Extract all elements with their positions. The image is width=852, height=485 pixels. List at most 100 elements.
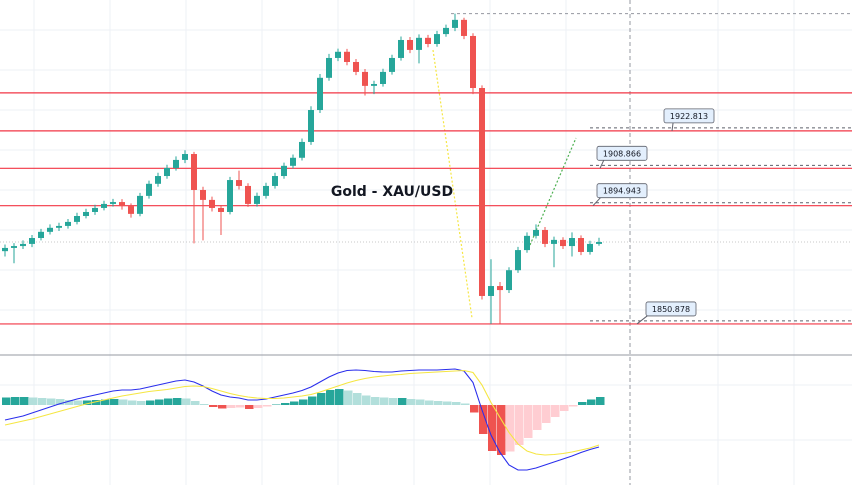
- histogram-bar: [407, 399, 416, 405]
- histogram-bar: [173, 398, 182, 405]
- candle-body: [200, 189, 206, 200]
- histogram-bar: [290, 401, 299, 405]
- candle-body: [155, 176, 161, 184]
- candle-body: [164, 167, 170, 177]
- histogram-bar: [434, 401, 443, 405]
- candle-body: [371, 83, 377, 86]
- histogram-bar: [524, 405, 533, 438]
- histogram-bar: [20, 397, 29, 405]
- level-label: 1908.866: [603, 149, 641, 158]
- candle-body: [335, 51, 341, 58]
- histogram-bar: [209, 405, 218, 407]
- candle-body: [434, 34, 440, 45]
- candle-body: [101, 203, 107, 208]
- candle-body: [524, 235, 530, 251]
- label-box: [663, 108, 715, 124]
- candle-body: [380, 71, 386, 84]
- candle-body: [416, 37, 422, 50]
- candle-body: [407, 39, 413, 50]
- histogram-bar: [254, 405, 263, 408]
- candle-body: [326, 57, 332, 78]
- candle-body: [560, 239, 566, 247]
- candle-body: [209, 199, 215, 208]
- histogram-bar: [443, 401, 452, 405]
- histogram-bar: [560, 405, 569, 411]
- candle-body: [11, 246, 17, 248]
- macd-line: [4, 368, 600, 471]
- histogram-bar: [533, 405, 542, 430]
- candle-body: [2, 247, 8, 252]
- histogram-bar: [497, 405, 506, 455]
- histogram-bar: [119, 399, 128, 405]
- candle-body: [227, 180, 233, 212]
- histogram-bar: [128, 400, 137, 405]
- candle-body: [137, 195, 143, 214]
- histogram-bar: [551, 405, 560, 417]
- candle-body: [308, 110, 314, 142]
- histogram-bar: [362, 395, 371, 405]
- histogram-bar: [11, 397, 20, 405]
- candle-body: [452, 19, 458, 28]
- candle-body: [506, 270, 512, 291]
- histogram-bar: [263, 405, 272, 407]
- histogram-bar: [137, 401, 146, 405]
- histogram-bar: [344, 390, 353, 405]
- candle-body: [461, 19, 467, 36]
- candle-body: [110, 202, 116, 204]
- candle-body: [542, 229, 548, 244]
- candle-body: [38, 231, 44, 239]
- histogram-bar: [65, 400, 74, 405]
- candle-body: [263, 185, 269, 196]
- histogram-bar: [317, 393, 326, 405]
- candle-body: [443, 27, 449, 35]
- candle-body: [74, 216, 80, 222]
- histogram-bar: [110, 399, 119, 405]
- histogram-bar: [587, 399, 596, 405]
- candle-body: [254, 195, 260, 204]
- candle-body: [488, 286, 494, 296]
- histogram-bar: [272, 404, 281, 405]
- histogram-bar: [452, 402, 461, 405]
- histogram-bar: [29, 397, 38, 405]
- histogram-bar: [164, 398, 173, 405]
- candle-body: [245, 185, 251, 204]
- candle-body: [533, 229, 539, 236]
- candle-body: [389, 57, 395, 72]
- histogram-bar: [2, 397, 11, 405]
- candle-body: [236, 180, 242, 186]
- histogram-bar: [299, 399, 308, 405]
- label-box: [596, 145, 648, 161]
- trend-line: [432, 49, 473, 319]
- candle-body: [497, 286, 503, 291]
- histogram-bar: [245, 405, 254, 409]
- histogram-bar: [416, 399, 425, 405]
- histogram-bar: [200, 404, 209, 405]
- histogram-bar: [515, 405, 524, 445]
- histogram-bar: [218, 405, 227, 409]
- histogram-bar: [146, 400, 155, 405]
- candle-body: [425, 37, 431, 45]
- candle-body: [515, 250, 521, 271]
- candle-body: [119, 202, 125, 207]
- trend-line: [529, 137, 577, 246]
- histogram-bar: [542, 405, 551, 423]
- candle-body: [596, 242, 602, 244]
- histogram-bar: [506, 405, 515, 452]
- histogram-bar: [74, 400, 83, 405]
- candle-body: [281, 165, 287, 177]
- histogram-bar: [569, 405, 578, 407]
- histogram-bar: [461, 403, 470, 405]
- histogram-bar: [92, 400, 101, 405]
- histogram-bar: [308, 396, 317, 405]
- histogram-bar: [596, 397, 605, 405]
- histogram-bar: [155, 399, 164, 405]
- histogram-bar: [47, 398, 56, 405]
- candle-body: [20, 243, 26, 247]
- histogram-bar: [389, 398, 398, 405]
- candle-body: [470, 35, 476, 89]
- label-box: [645, 301, 697, 317]
- candle-body: [353, 61, 359, 72]
- candle-body: [128, 206, 134, 214]
- candle-body: [290, 157, 296, 166]
- histogram-bar: [353, 393, 362, 405]
